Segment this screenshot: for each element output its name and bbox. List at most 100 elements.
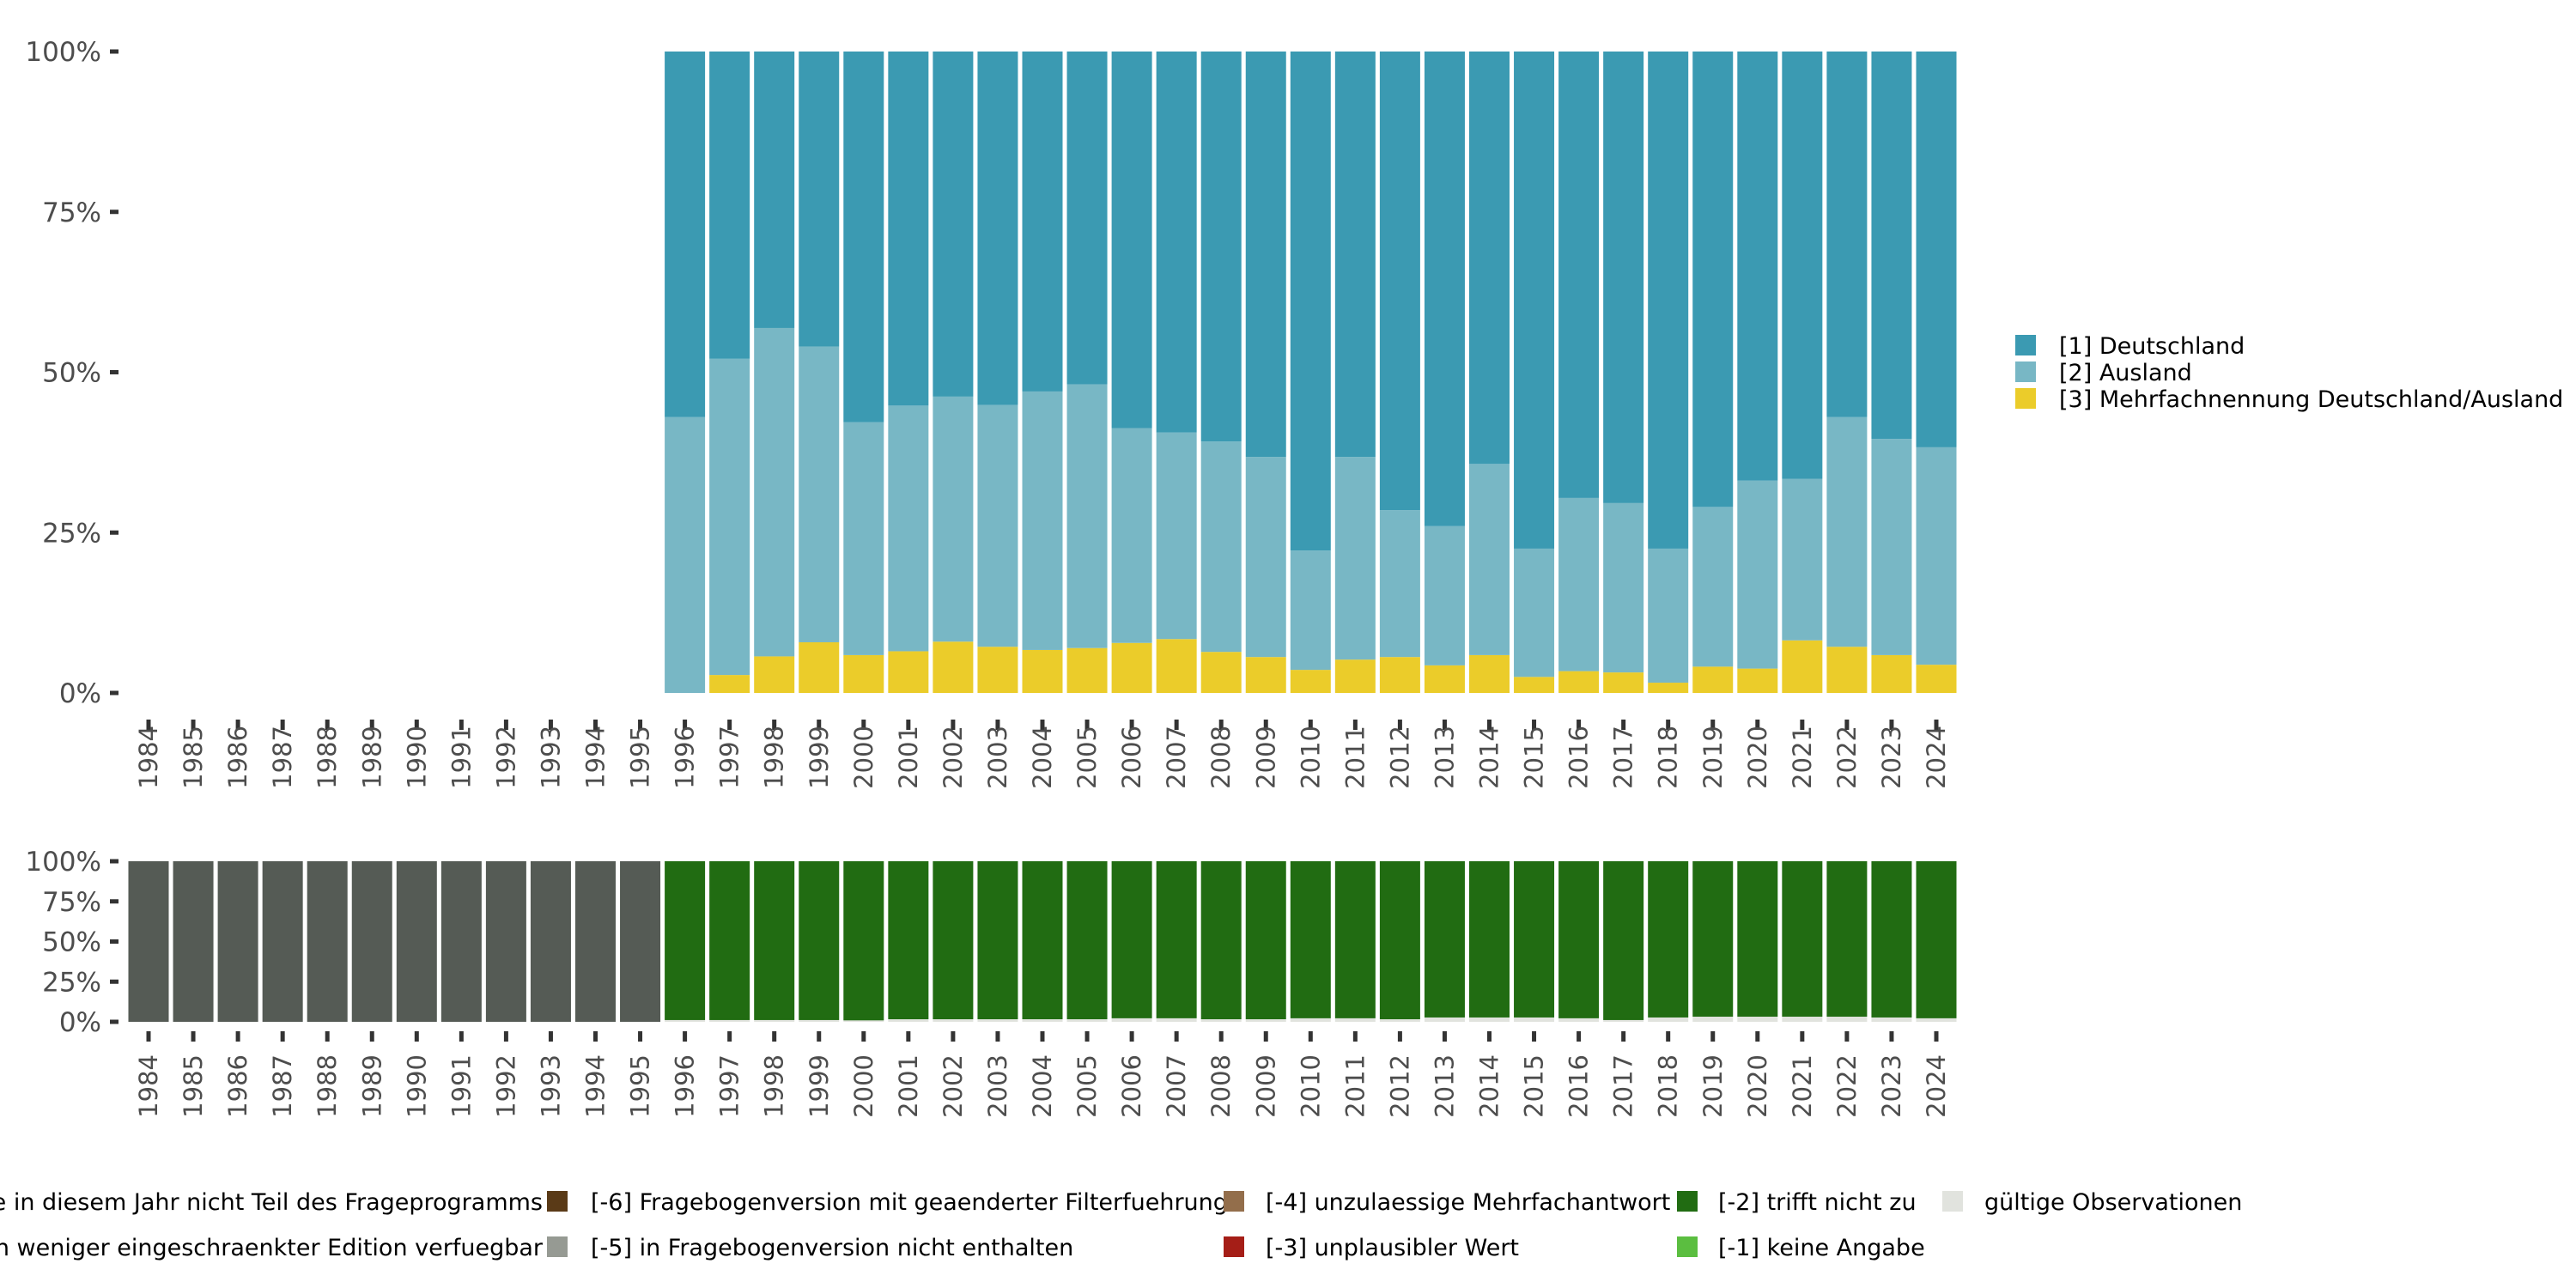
bar-segment: [1648, 52, 1689, 549]
x-tick-label: 1994: [581, 1054, 611, 1118]
x-tick-label: 2009: [1251, 726, 1280, 789]
bar-segment: [977, 647, 1018, 693]
x-tick-label: 1996: [671, 726, 700, 789]
bar-segment: [1603, 672, 1644, 693]
bar-segment: [1245, 457, 1286, 658]
bar-segment: [1245, 52, 1286, 458]
x-tick-label: 1987: [268, 1054, 297, 1118]
x-tick-label: 2005: [1072, 726, 1102, 789]
legend-key: [2015, 361, 2036, 382]
y-tick-label: 0%: [59, 1007, 101, 1038]
x-tick-label: 1993: [536, 726, 565, 789]
y-tick-label: 100%: [25, 847, 101, 878]
bar-segment: [888, 52, 929, 406]
legend-key: [1677, 1191, 1698, 1212]
x-tick-label: 2000: [849, 1054, 878, 1118]
bar-segment: [1424, 526, 1465, 665]
x-tick-label: 2010: [1296, 1054, 1325, 1118]
x-tick-label: 2002: [939, 1054, 968, 1118]
bar-segment: [1334, 659, 1376, 693]
x-tick-label: 2009: [1251, 1054, 1280, 1118]
y-tick-label: 50%: [42, 927, 101, 958]
x-tick-label: 1997: [715, 1054, 744, 1118]
bar-segment: [1156, 52, 1197, 433]
legend-key: [547, 1236, 568, 1257]
x-tick-label: 1986: [223, 1054, 252, 1118]
x-tick-label: 2017: [1609, 726, 1638, 789]
x-tick-label: 2014: [1475, 1054, 1504, 1118]
bar-segment: [1022, 52, 1063, 392]
x-tick-label: 1999: [805, 726, 834, 789]
x-tick-label: 2011: [1340, 726, 1370, 789]
x-tick-label: 1995: [626, 726, 655, 789]
x-tick-label: 1996: [671, 1054, 700, 1118]
bar-segment: [1648, 683, 1689, 693]
bar-segment: [933, 52, 974, 397]
bar-segment: [933, 861, 974, 1020]
bar-segment: [709, 861, 750, 1020]
x-tick-label: 2021: [1788, 726, 1817, 789]
y-tick-label: 50%: [42, 358, 101, 389]
bar-segment: [1022, 1019, 1063, 1022]
x-tick-label: 2019: [1698, 1054, 1728, 1118]
x-tick-label: 2001: [894, 1054, 923, 1118]
bottom-panel: 0% 25% 50% 75% 100% 1984 1985 1986 1987 1988 1989 1…: [25, 847, 1957, 1118]
bar-segment: [1379, 861, 1420, 1020]
bar-segment: [1514, 1017, 1555, 1022]
legend-key: [1224, 1191, 1244, 1212]
x-tick-label: 2016: [1564, 726, 1594, 789]
x-tick-label: 1992: [491, 726, 520, 789]
bar-segment: [530, 861, 571, 1022]
legend-label: [2] Ausland: [2059, 360, 2192, 386]
bar-segment: [1022, 391, 1063, 650]
x-tick-label: 2013: [1430, 726, 1459, 789]
x-tick-label: 1998: [760, 726, 789, 789]
legend-bottom: e in diesem Jahr nicht Teil des Fragepro…: [0, 1189, 2242, 1261]
bar-segment: [933, 396, 974, 642]
bar-segment: [1826, 861, 1868, 1018]
x-tick-label: 2010: [1296, 726, 1325, 789]
bar-segment: [1737, 668, 1778, 693]
bar-segment: [1200, 861, 1242, 1020]
bar-segment: [1290, 1018, 1331, 1022]
bar-segment: [1066, 861, 1108, 1020]
x-tick-label: 2006: [1117, 726, 1146, 789]
x-tick-label: 1994: [581, 726, 611, 789]
bar-segment: [1558, 671, 1600, 693]
bar-segment: [1245, 861, 1286, 1020]
x-tick-label: 2023: [1877, 726, 1906, 789]
legend-label: [-3] unplausibler Wert: [1266, 1235, 1519, 1261]
x-tick-label: 2015: [1520, 1054, 1549, 1118]
x-tick-label: 1985: [179, 726, 208, 789]
x-tick-label: 1991: [447, 726, 476, 789]
x-tick-label: 2014: [1475, 726, 1504, 789]
legend-label: n weniger eingeschraenkter Edition verfu…: [0, 1235, 544, 1261]
bar-segment: [1648, 1017, 1689, 1022]
bar-segment: [1692, 666, 1734, 693]
bar-segment: [977, 52, 1018, 405]
bar-segment: [1111, 1018, 1152, 1022]
bar-segment: [1916, 861, 1957, 1018]
bar-segment: [1245, 1019, 1286, 1022]
bar-segment: [1737, 52, 1778, 481]
x-tick-label: 1986: [223, 726, 252, 789]
bar-segment: [1290, 550, 1331, 671]
bar-segment: [1737, 861, 1778, 1018]
bar-segment: [977, 404, 1018, 647]
bar-segment: [1603, 1019, 1644, 1022]
bar-segment: [1871, 52, 1912, 440]
x-tick-label: 1995: [626, 1054, 655, 1118]
bar-segment: [1916, 447, 1957, 665]
x-tick-label: 2007: [1162, 1054, 1191, 1118]
bar-segment: [1871, 1017, 1912, 1022]
bar-segment: [888, 1019, 929, 1022]
bar-segment: [1066, 647, 1108, 693]
bar-segment: [1111, 428, 1152, 643]
x-tick-label: 2004: [1028, 726, 1057, 789]
x-tick-label: 2007: [1162, 726, 1191, 789]
bar-segment: [977, 1019, 1018, 1022]
x-tick-label: 2016: [1564, 1054, 1594, 1118]
bar-segment: [1379, 52, 1420, 511]
x-tick-label: 2002: [939, 726, 968, 789]
bar-segment: [351, 861, 392, 1022]
